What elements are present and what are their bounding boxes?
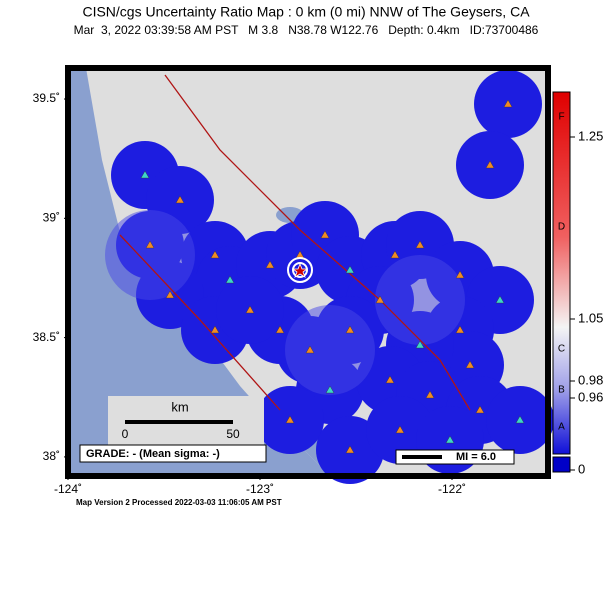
station [175, 195, 185, 204]
station [345, 265, 355, 274]
colorbar-label: 1.25 [578, 128, 603, 143]
station [210, 250, 220, 259]
station [385, 375, 395, 384]
frame [65, 65, 551, 479]
fault [119, 74, 471, 411]
title: CISN/cgs Uncertainty Ratio Map : 0 km (0… [82, 4, 530, 20]
grade-letter: B [558, 385, 565, 396]
station [503, 99, 513, 108]
grade-letter: F [558, 112, 564, 123]
station [445, 435, 455, 444]
lon-label: -122˚ [438, 482, 466, 496]
lat-label: 39.5˚ [33, 91, 60, 105]
lat-label: 38.5˚ [33, 330, 60, 344]
grade-letter: C [558, 344, 565, 355]
station [140, 170, 150, 179]
station [455, 325, 465, 334]
coverage-low [285, 305, 375, 395]
grade-letter: A [558, 422, 565, 433]
station [320, 230, 330, 239]
lon-label: -123˚ [246, 482, 274, 496]
subtitle: Mar 3, 2022 03:39:58 AM PST M 3.8 N38.78… [74, 23, 539, 37]
station [145, 240, 155, 249]
station [485, 160, 495, 169]
colorbar-label: 0.98 [578, 372, 603, 387]
footer: Map Version 2 Processed 2022-03-03 11:06… [76, 498, 282, 507]
station [225, 275, 235, 284]
station [210, 325, 220, 334]
mi-legend: MI = 6.0 [456, 451, 496, 463]
colorbar [552, 91, 571, 455]
station [285, 415, 295, 424]
colorbar-label: 1.05 [578, 310, 603, 325]
station [425, 390, 435, 399]
grade-box [79, 444, 267, 463]
station [275, 325, 285, 334]
station [165, 290, 175, 299]
scale-start: 0 [122, 427, 129, 441]
colorbar-label: 0.96 [578, 389, 603, 404]
station [375, 295, 385, 304]
station [245, 305, 255, 314]
coverage-low [375, 255, 465, 345]
station [455, 270, 465, 279]
mi-line [402, 455, 442, 459]
scale-end: 50 [226, 427, 240, 441]
mi-box [395, 449, 515, 465]
lat-label: 38˚ [43, 449, 60, 463]
station [305, 345, 315, 354]
grade: GRADE: - (Mean sigma: -) [86, 448, 220, 460]
station [515, 415, 525, 424]
station [495, 295, 505, 304]
scale-unit: km [171, 399, 188, 414]
map [65, 65, 554, 484]
station [395, 425, 405, 434]
colorbar-zero [552, 456, 571, 473]
station [345, 325, 355, 334]
station [475, 405, 485, 414]
station [415, 240, 425, 249]
epicenter [291, 262, 309, 278]
station [345, 445, 355, 454]
grade-letter: D [558, 222, 565, 233]
station [415, 340, 425, 349]
scale-bar [125, 420, 233, 424]
lat-label: 39˚ [43, 210, 60, 224]
colorbar-label: 0 [578, 461, 585, 476]
station [325, 385, 335, 394]
station [265, 260, 275, 269]
epicenter-ring [287, 257, 313, 283]
coverage-low [105, 210, 195, 300]
station [465, 360, 475, 369]
station [390, 250, 400, 259]
lon-label: -124˚ [54, 482, 82, 496]
